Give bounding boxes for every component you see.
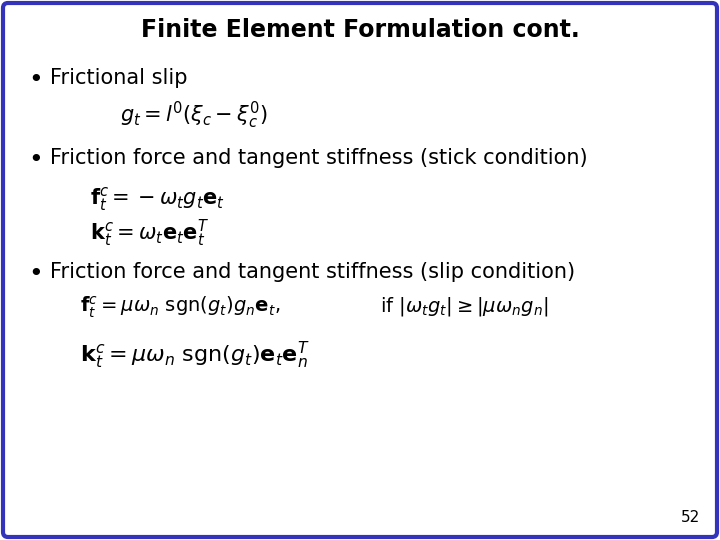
Text: $\mathbf{f}_t^c = \mu\omega_n\ \mathrm{sgn}(g_t)g_n\mathbf{e}_t,$: $\mathbf{f}_t^c = \mu\omega_n\ \mathrm{s… [80,295,281,321]
Text: Friction force and tangent stiffness (slip condition): Friction force and tangent stiffness (sl… [50,262,575,282]
Text: Friction force and tangent stiffness (stick condition): Friction force and tangent stiffness (st… [50,148,588,168]
Text: 52: 52 [680,510,700,525]
Text: $\mathbf{f}_t^c = -\omega_t g_t \mathbf{e}_t$: $\mathbf{f}_t^c = -\omega_t g_t \mathbf{… [90,185,225,213]
Text: $g_t = l^0(\xi_c - \xi_c^0)$: $g_t = l^0(\xi_c - \xi_c^0)$ [120,100,268,131]
Text: •: • [28,148,42,172]
Text: $\mathbf{k}_t^c = \mu\omega_n\ \mathrm{sgn}(g_t)\mathbf{e}_t\mathbf{e}_n^T$: $\mathbf{k}_t^c = \mu\omega_n\ \mathrm{s… [80,340,310,371]
Text: •: • [28,68,42,92]
Text: •: • [28,262,42,286]
Text: $\mathbf{k}_t^c = \omega_t \mathbf{e}_t \mathbf{e}_t^T$: $\mathbf{k}_t^c = \omega_t \mathbf{e}_t … [90,218,209,249]
FancyBboxPatch shape [3,3,717,537]
Text: Finite Element Formulation cont.: Finite Element Formulation cont. [140,18,580,42]
Text: $\mathrm{if}\ |\omega_t g_t| \geq |\mu\omega_n g_n|$: $\mathrm{if}\ |\omega_t g_t| \geq |\mu\o… [380,295,549,318]
Text: Frictional slip: Frictional slip [50,68,187,88]
